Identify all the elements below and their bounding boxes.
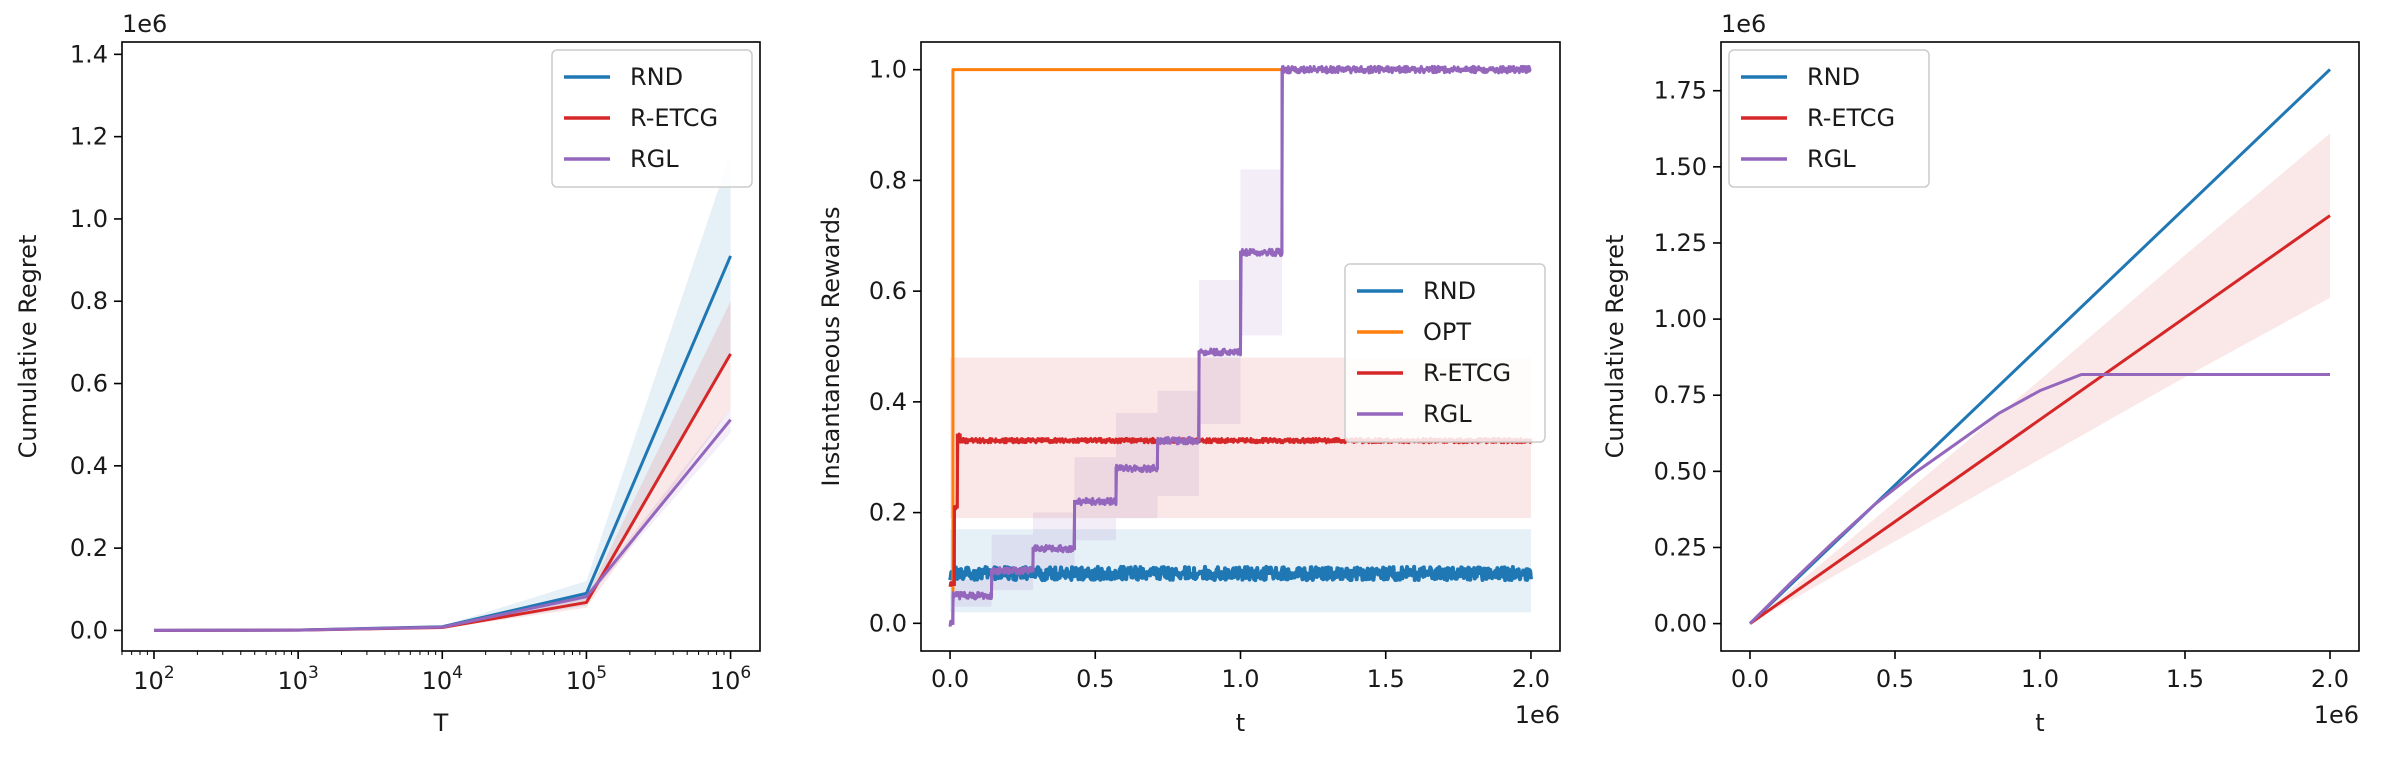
band-rnd bbox=[153, 153, 731, 631]
y-tick-label: 1.25 bbox=[1654, 229, 1707, 257]
y-tick-label: 0.6 bbox=[70, 370, 108, 398]
y-tick-label: 0.0 bbox=[869, 609, 907, 637]
legend-box bbox=[1344, 263, 1546, 443]
legend: RND OPT R-ETCG RGL bbox=[1344, 263, 1546, 443]
axes-frame bbox=[121, 41, 761, 652]
y-tick-label: 1.0 bbox=[869, 56, 907, 84]
y-axis-label: Instantaneous Rewards bbox=[817, 206, 845, 486]
legend-label-r-etcg: R-ETCG bbox=[1807, 104, 1895, 132]
x-tick-label: 0.5 bbox=[1876, 665, 1914, 693]
legend-label-rgl: RGL bbox=[630, 145, 679, 173]
x-tick-label: 0.0 bbox=[1731, 665, 1769, 693]
y-tick-label: 1.00 bbox=[1654, 305, 1707, 333]
legend-label-rnd: RND bbox=[1807, 63, 1860, 91]
legend-label-rgl: RGL bbox=[1807, 145, 1856, 173]
y-tick-label: 1.0 bbox=[70, 205, 108, 233]
x-tick-label: 1.0 bbox=[2021, 665, 2059, 693]
x-axis-label: T bbox=[433, 709, 449, 737]
band-r-etcg bbox=[1750, 133, 2330, 624]
chart-panel-2: 0.0 0.5 1.0 1.5 2.0 0.0 0.2 0.4 0.6 0.8 1.0 t Instan… bbox=[817, 41, 1561, 737]
y-tick-label: 0.6 bbox=[869, 277, 907, 305]
x-tick-label: 2.0 bbox=[1512, 665, 1550, 693]
series-r-etcg bbox=[1749, 214, 2331, 625]
x-tick-label: 102 bbox=[133, 663, 174, 695]
legend-label-r-etcg: R-ETCG bbox=[1423, 359, 1511, 387]
x-axis-label: t bbox=[2035, 709, 2044, 737]
series-rnd bbox=[948, 564, 1533, 583]
legend: RND R-ETCG RGL bbox=[1728, 49, 1930, 188]
y-offset-text: 1e6 bbox=[122, 10, 167, 38]
x-axis-label: t bbox=[1236, 709, 1245, 737]
legend-label-rnd: RND bbox=[1423, 277, 1476, 305]
legend-label-rgl: RGL bbox=[1423, 400, 1472, 428]
legend-box bbox=[1728, 49, 1930, 188]
x-tick-label: 106 bbox=[710, 663, 751, 695]
y-tick-label: 0.00 bbox=[1654, 610, 1707, 638]
legend-label-rnd: RND bbox=[630, 63, 683, 91]
x-tick-label: 1.5 bbox=[1367, 665, 1405, 693]
x-tick-label: 1.5 bbox=[2166, 665, 2204, 693]
plot-area bbox=[1748, 68, 2332, 625]
band-rgl-3 bbox=[1033, 512, 1075, 574]
y-tick-label: 0.2 bbox=[70, 534, 108, 562]
x-tick-label: 0.0 bbox=[931, 665, 969, 693]
x-offset-text: 1e6 bbox=[1515, 701, 1560, 729]
chart-panel-1: 102 103 104 105 106 0.0 0.2 0.4 0.6 0.8 1.0 1.2 1.4 T… bbox=[14, 10, 761, 737]
y-tick-label: 0.4 bbox=[869, 388, 907, 416]
band-rgl-2 bbox=[991, 534, 1034, 591]
y-offset-text: 1e6 bbox=[1721, 10, 1766, 38]
legend-label-opt: OPT bbox=[1423, 318, 1471, 346]
plot-area bbox=[153, 153, 732, 632]
x-tick-label: 0.5 bbox=[1076, 665, 1114, 693]
series-rgl bbox=[948, 64, 1532, 627]
legend: RND R-ETCG RGL bbox=[551, 49, 753, 188]
y-tick-label: 0.25 bbox=[1654, 533, 1707, 561]
x-tick-label: 103 bbox=[277, 663, 318, 695]
y-tick-label: 1.4 bbox=[70, 40, 108, 68]
x-tick-label: 2.0 bbox=[2311, 665, 2349, 693]
y-tick-label: 0.2 bbox=[869, 499, 907, 527]
legend-box bbox=[551, 49, 753, 188]
y-axis-label: Cumulative Regret bbox=[1601, 235, 1629, 459]
series-rgl bbox=[153, 418, 732, 632]
chart-panel-3: 0.0 0.5 1.0 1.5 2.0 0.00 0.25 0.50 0.75 1.00 1.25 1… bbox=[1601, 10, 2360, 737]
series-rgl bbox=[1748, 373, 2330, 625]
x-tick-label: 105 bbox=[566, 663, 607, 695]
legend-label-r-etcg: R-ETCG bbox=[630, 104, 718, 132]
x-offset-text: 1e6 bbox=[2314, 701, 2359, 729]
x-tick-label: 1.0 bbox=[1221, 665, 1259, 693]
y-tick-label: 0.8 bbox=[869, 166, 907, 194]
x-tick-label: 104 bbox=[422, 663, 463, 695]
y-axis-label: Cumulative Regret bbox=[14, 235, 42, 459]
y-tick-label: 0.75 bbox=[1654, 381, 1707, 409]
y-tick-label: 1.2 bbox=[70, 123, 108, 151]
y-tick-label: 1.50 bbox=[1654, 153, 1707, 181]
y-tick-label: 0.8 bbox=[70, 287, 108, 315]
y-tick-label: 0.0 bbox=[70, 616, 108, 644]
y-tick-label: 0.4 bbox=[70, 452, 108, 480]
y-tick-label: 0.50 bbox=[1654, 457, 1707, 485]
y-tick-label: 1.75 bbox=[1654, 77, 1707, 105]
